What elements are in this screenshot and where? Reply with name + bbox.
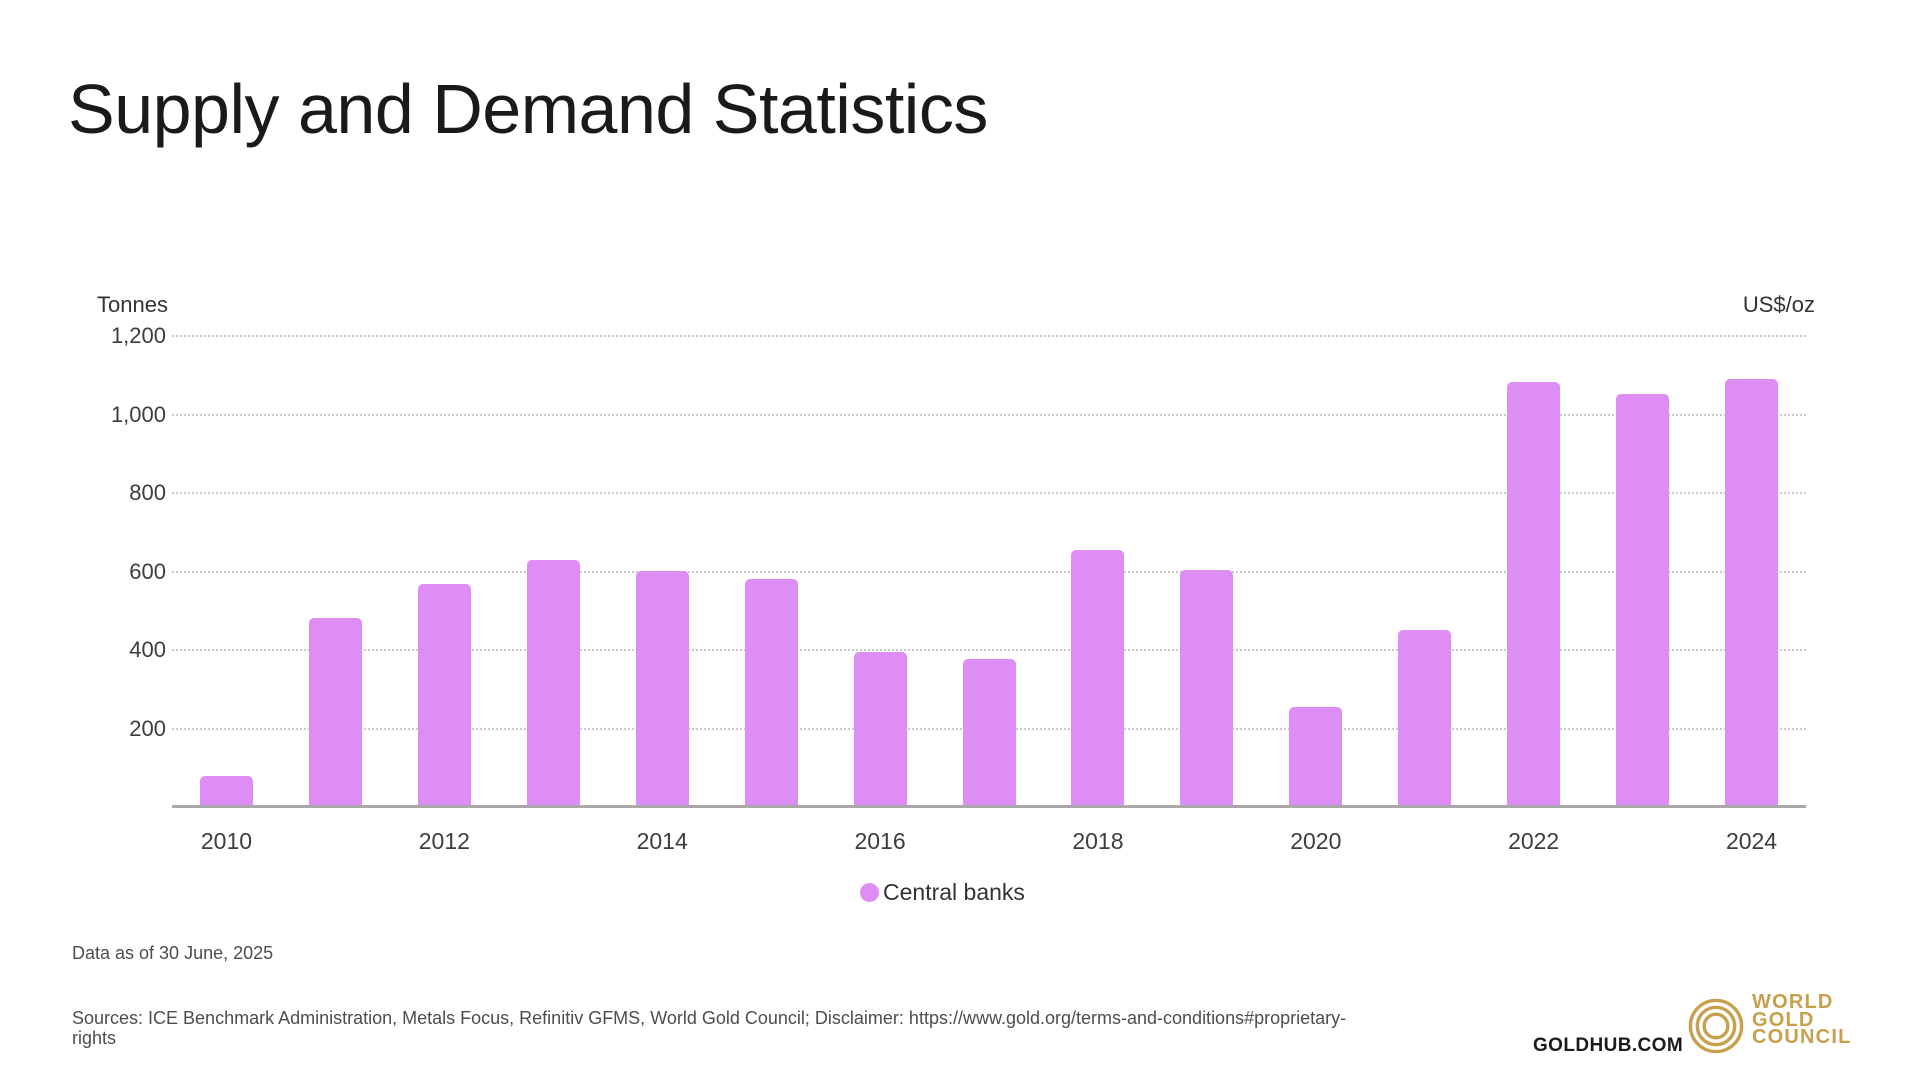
world-gold-council-logotype: WORLD GOLD COUNCIL <box>1752 991 1852 1048</box>
bar-2021[interactable] <box>1398 630 1452 807</box>
bar-2013[interactable] <box>526 559 580 807</box>
data-as-of-note: Data as of 30 June, 2025 <box>72 943 274 963</box>
gridline-1000 <box>172 413 1806 416</box>
x-axis-label-2010: 2010 <box>200 828 253 854</box>
legend-dot-icon <box>860 882 879 902</box>
logo-line-council: COUNCIL <box>1752 1026 1852 1048</box>
page-title: Supply and Demand Statistics <box>68 70 988 148</box>
goldhub-link[interactable]: GOLDHUB.COM <box>1533 1035 1684 1056</box>
legend-item-central-banks[interactable]: Central banks <box>860 877 1025 907</box>
bar-2022[interactable] <box>1507 382 1561 807</box>
y-axis-tick-1000: 1,000 <box>110 401 166 427</box>
bar-2019[interactable] <box>1180 569 1234 807</box>
y-axis-tick-200: 200 <box>129 715 166 741</box>
y-axis-tick-400: 400 <box>129 637 166 662</box>
x-axis-label-2016: 2016 <box>854 828 906 854</box>
x-axis-line <box>172 805 1806 808</box>
x-axis-label-2020: 2020 <box>1290 828 1342 854</box>
sources-disclaimer: Sources: ICE Benchmark Administration, M… <box>72 1008 1346 1048</box>
bar-2015[interactable] <box>744 579 798 807</box>
bar-2010[interactable] <box>199 775 253 807</box>
bar-2016[interactable] <box>853 652 907 807</box>
x-axis-label-2012: 2012 <box>418 828 470 854</box>
y-axis-tick-800: 800 <box>129 480 166 505</box>
legend-label: Central banks <box>883 878 1025 905</box>
bar-2023[interactable] <box>1616 394 1670 807</box>
bar-2011[interactable] <box>308 618 362 807</box>
world-gold-council-logo-icon <box>1688 998 1744 1054</box>
bar-2012[interactable] <box>417 583 471 807</box>
x-axis-label-2024: 2024 <box>1725 828 1778 854</box>
y-axis-unit-right: US$/oz <box>1742 292 1815 317</box>
x-axis-label-2022: 2022 <box>1508 828 1560 854</box>
gridline-1200 <box>172 335 1806 337</box>
bar-2018[interactable] <box>1071 549 1125 807</box>
bar-2020[interactable] <box>1289 706 1343 807</box>
bar-2024[interactable] <box>1725 379 1779 807</box>
gridline-600 <box>172 570 1806 573</box>
x-axis-label-2018: 2018 <box>1072 828 1124 854</box>
y-axis-unit-left: Tonnes <box>97 292 168 317</box>
gridline-800 <box>172 492 1806 494</box>
logo-line-world: WORLD <box>1752 991 1834 1013</box>
sources-line-1: Sources: ICE Benchmark Administration, M… <box>72 1008 1347 1028</box>
gridline-400 <box>172 649 1806 651</box>
y-axis-tick-1200: 1,200 <box>110 323 166 348</box>
bar-2017[interactable] <box>962 658 1016 807</box>
sources-line-2: rights <box>72 1028 117 1048</box>
bar-2014[interactable] <box>635 571 689 807</box>
logo-line-gold: GOLD <box>1752 1008 1815 1031</box>
y-axis-tick-600: 600 <box>129 558 166 584</box>
x-axis-label-2014: 2014 <box>636 828 688 854</box>
